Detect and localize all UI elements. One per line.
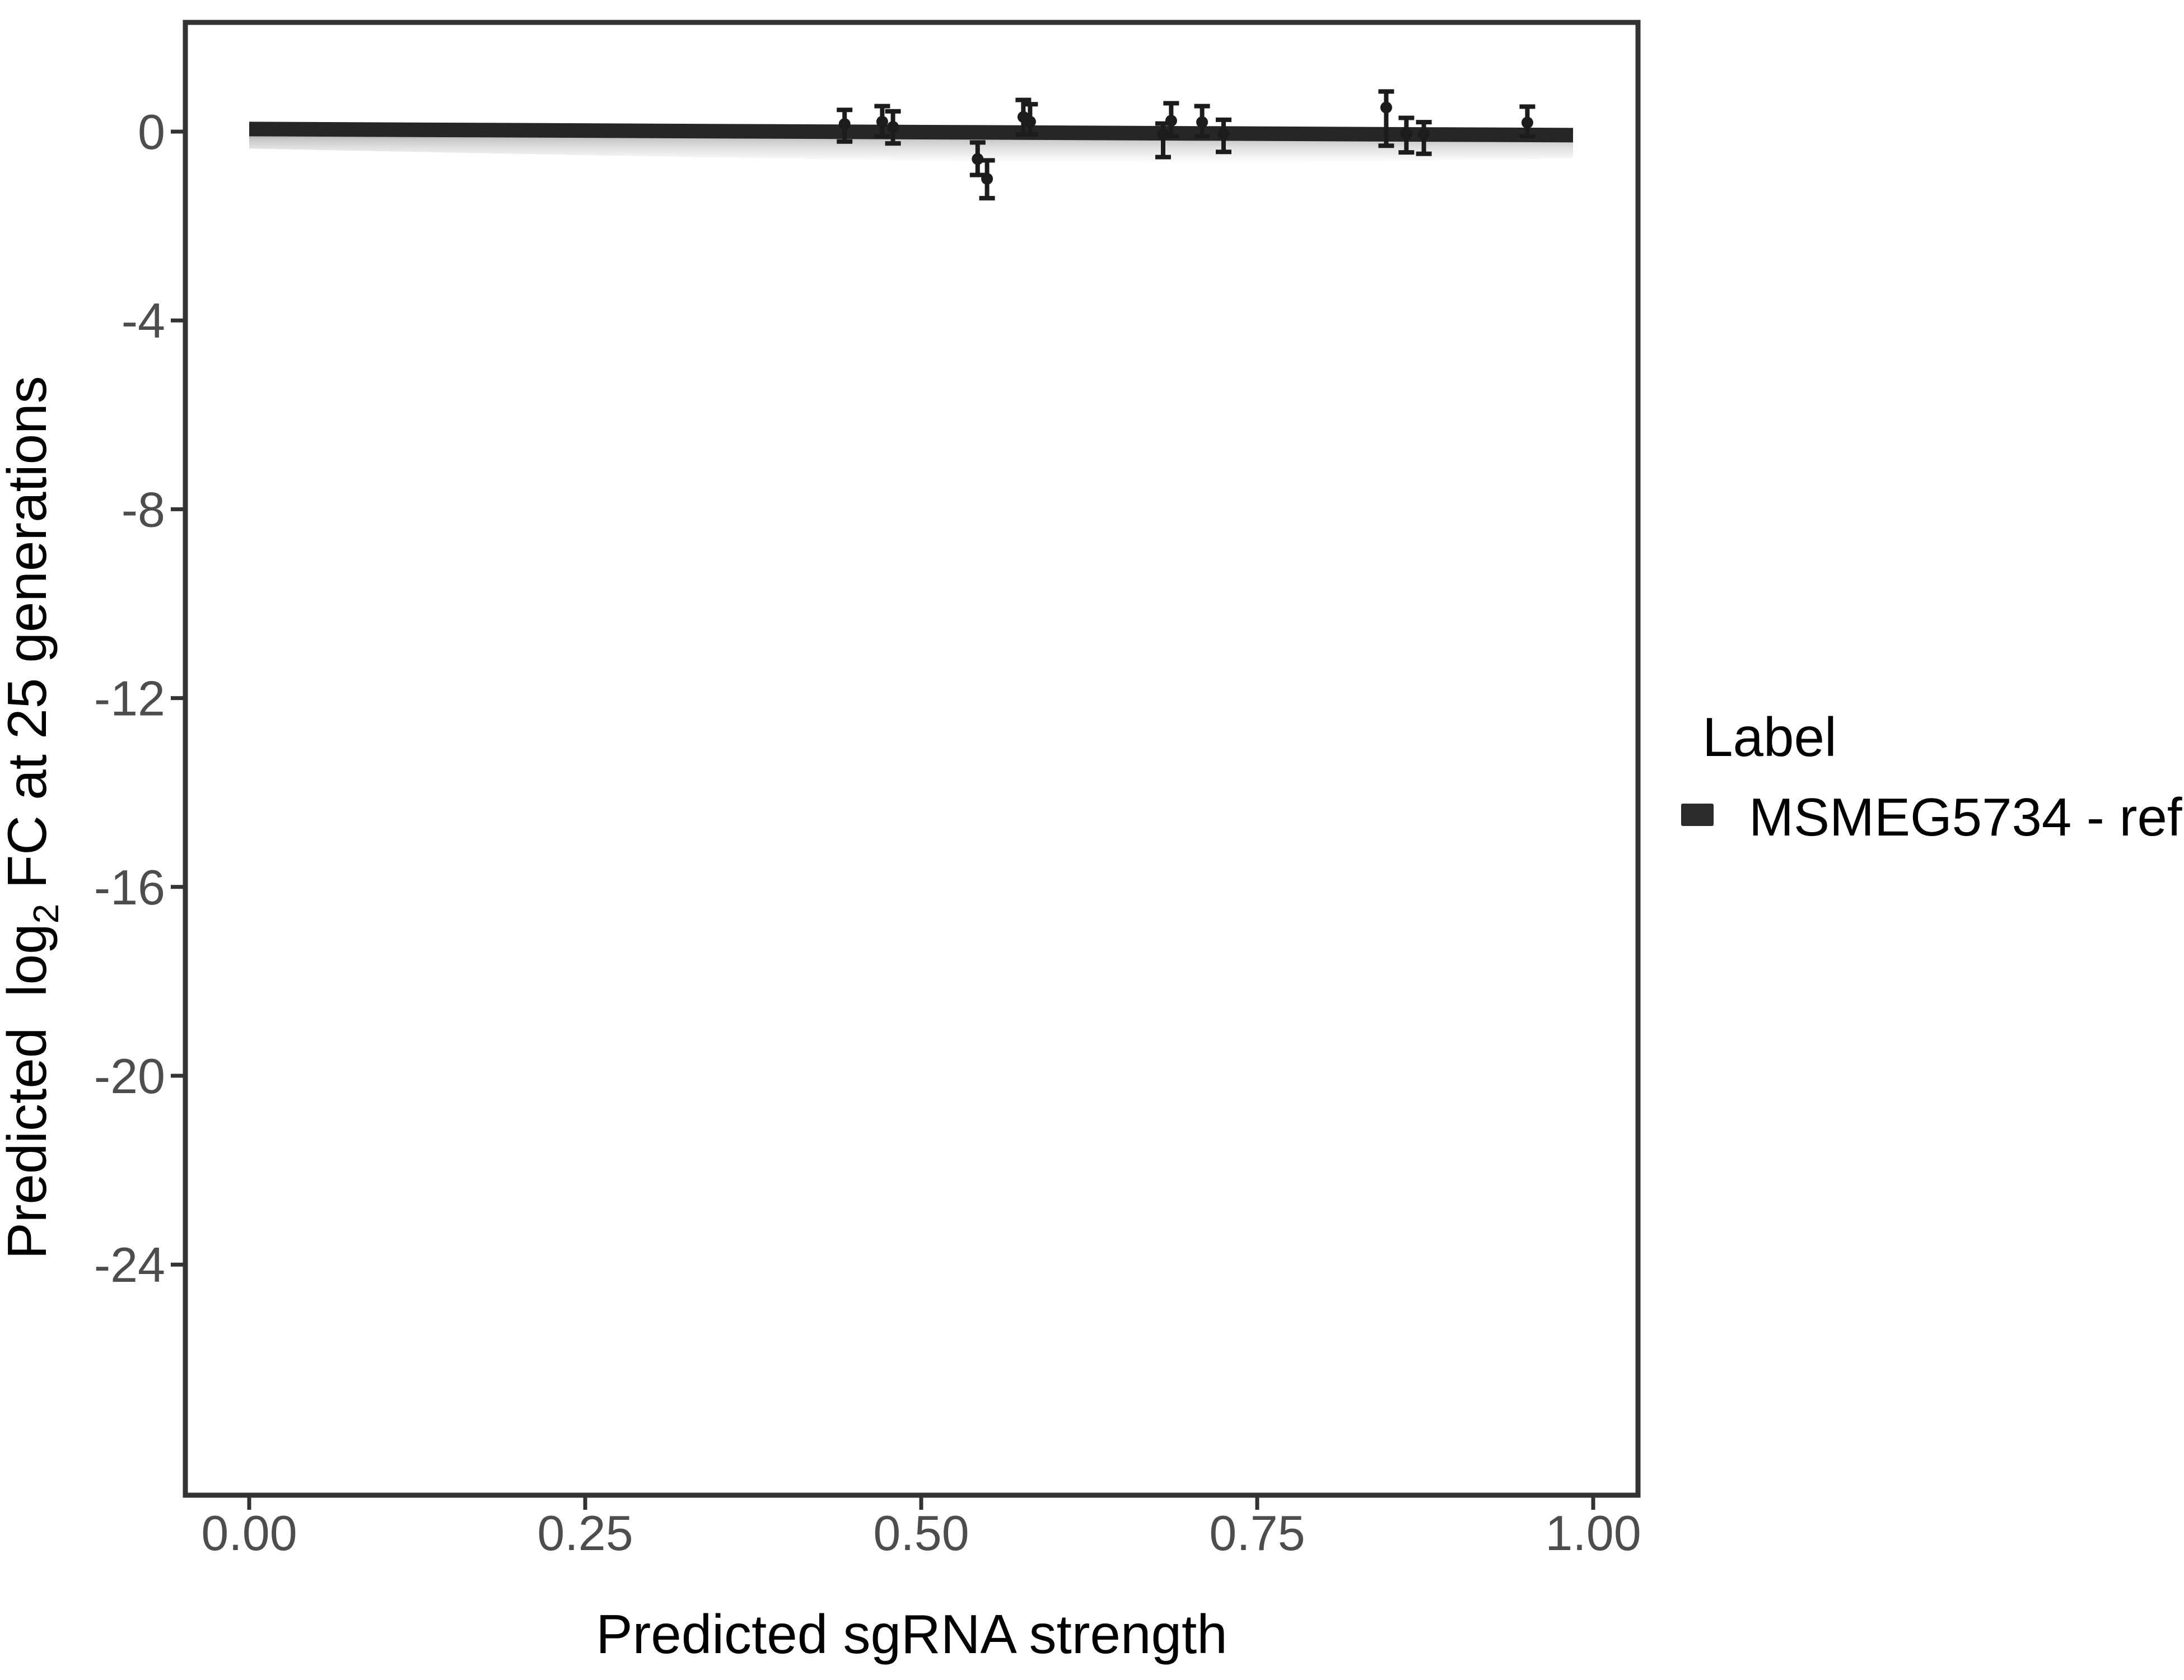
point-marker: [876, 115, 888, 128]
legend-key-smooth-line-swatch: [1681, 804, 1714, 826]
x-tick-label: 0.00: [201, 1505, 297, 1561]
data-point: [1022, 102, 1038, 137]
x-tick-label: 0.25: [537, 1505, 633, 1561]
legend-entry-label: MSMEG5734 - ref: [1749, 787, 2182, 847]
y-axis-title: Predicted log2 FC at 25 generations: [0, 376, 66, 1259]
y-axis-title-prefix: Predicted log: [0, 923, 58, 1259]
data-point: [1416, 120, 1432, 156]
point-marker: [1165, 115, 1177, 127]
y-tick-label: -24: [94, 1237, 165, 1292]
y-tick-label: -4: [122, 293, 165, 348]
point-marker: [1400, 127, 1412, 139]
point-marker: [1217, 127, 1230, 139]
x-axis-title: Predicted sgRNA strength: [596, 1603, 1228, 1665]
data-point: [1519, 104, 1536, 139]
y-tick-label: -12: [94, 671, 165, 726]
data-point: [979, 158, 995, 200]
x-tick-label: 0.50: [873, 1505, 969, 1561]
point-marker: [1024, 115, 1036, 128]
point-marker: [1196, 116, 1208, 128]
y-tick-label: -20: [94, 1048, 165, 1104]
regression-line: [249, 122, 1574, 143]
panel-border: [183, 20, 1641, 1498]
x-tick-label: 0.75: [1209, 1505, 1305, 1561]
data-point: [837, 108, 853, 144]
data-point: [1194, 104, 1210, 139]
pointrange-layer: [837, 89, 1536, 200]
x-tick-label: 1.00: [1545, 1505, 1641, 1561]
y-axis-ticks: 0 -4 -8 -12 -16 -20 -24: [94, 104, 183, 1292]
data-point: [1378, 89, 1394, 148]
data-point: [1398, 115, 1415, 155]
point-marker: [981, 172, 993, 185]
point-marker: [1380, 101, 1392, 114]
point-marker: [887, 121, 899, 133]
x-axis-ticks: 0.00 0.25 0.50 0.75 1.00: [201, 1497, 1641, 1561]
y-tick-label: -8: [122, 482, 165, 537]
legend-entry: MSMEG5734 - ref: [1681, 787, 2182, 847]
data-point: [885, 109, 901, 146]
y-tick-label: 0: [138, 104, 165, 160]
point-marker: [838, 118, 851, 130]
y-axis-title-subscript: 2: [26, 904, 66, 924]
point-marker: [1418, 128, 1430, 140]
data-point: [1163, 101, 1179, 139]
y-axis-title-suffix: FC at 25 generations: [0, 376, 58, 903]
smooth-line: [249, 122, 1574, 143]
legend-title: Label: [1702, 706, 1837, 768]
y-tick-label: -16: [94, 860, 165, 915]
data-point: [1216, 117, 1231, 155]
plot-panel: [185, 22, 1638, 1495]
data-point: [874, 104, 890, 139]
legend: Label MSMEG5734 - ref: [1681, 706, 2182, 847]
point-marker: [1521, 116, 1533, 129]
